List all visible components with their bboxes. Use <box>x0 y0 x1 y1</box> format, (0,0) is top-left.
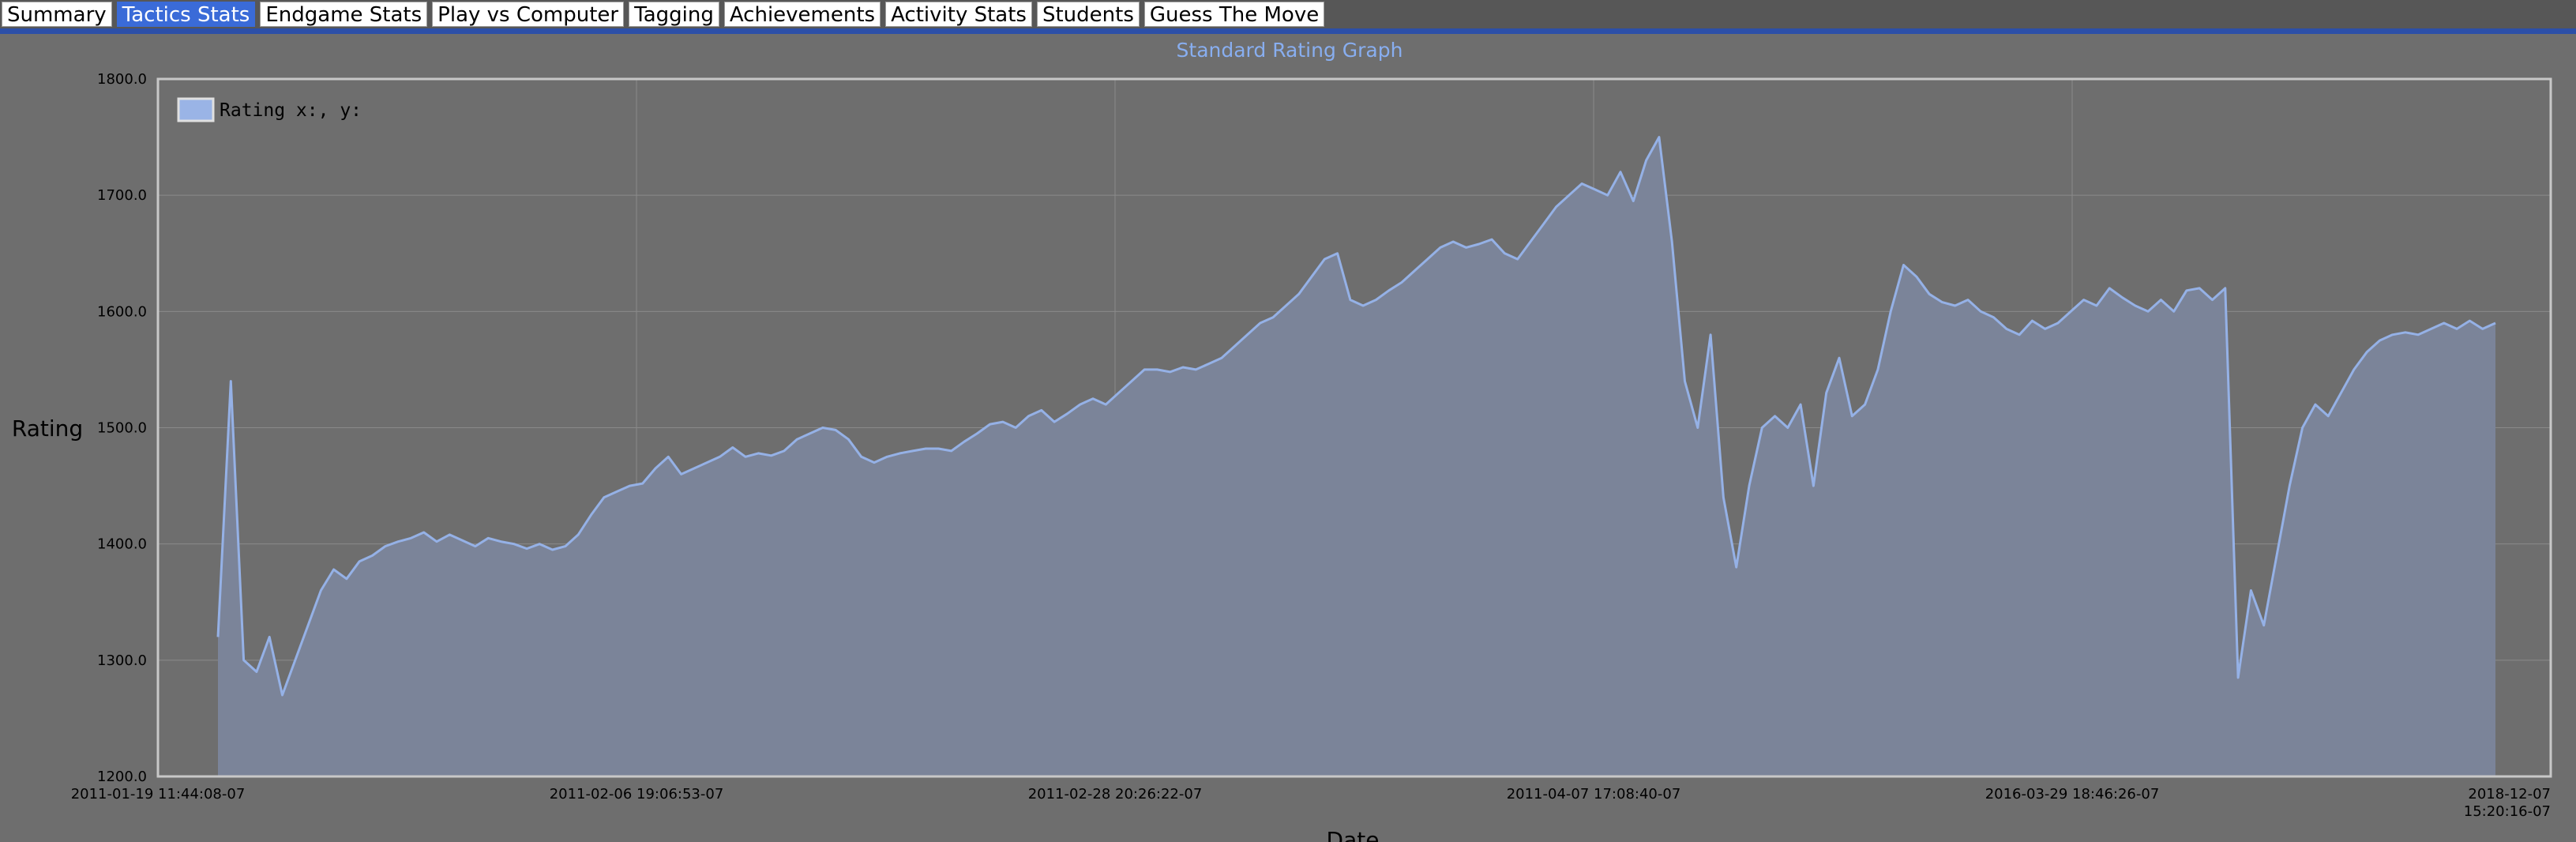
tab-tagging[interactable]: Tagging <box>629 2 719 27</box>
tab-endgame-stats[interactable]: Endgame Stats <box>260 2 428 27</box>
x-axis-label: Date <box>1327 827 1380 842</box>
legend-label: Rating x:, y: <box>220 100 362 121</box>
x-axis-ticks: 2011-01-19 11:44:08-07 2011-02-06 19:06:5… <box>71 786 2551 820</box>
y-tick-label: 1300.0 <box>97 652 147 669</box>
x-tick-label: 2011-04-07 17:08:40-07 <box>1507 786 1681 803</box>
chart-title: Standard Rating Graph <box>1177 39 1403 62</box>
tab-achievements[interactable]: Achievements <box>723 2 881 27</box>
y-tick-label: 1200.0 <box>97 769 147 785</box>
y-tick-label: 1500.0 <box>97 420 147 437</box>
rating-chart: Standard Rating Graph 1200.0 1300.0 1400.0… <box>0 34 2576 842</box>
y-tick-label: 1400.0 <box>97 536 147 553</box>
tab-bar-divider <box>0 28 2576 34</box>
tab-bar: Summary Tactics Stats Endgame Stats Play vs… <box>0 0 2576 28</box>
rating-area-fill <box>218 137 2495 777</box>
tab-guess-the-move[interactable]: Guess The Move <box>1143 2 1325 27</box>
x-tick-label: 2018-12-07 15:20:16-07 <box>2464 786 2551 820</box>
x-tick-label: 2011-02-28 20:26:22-07 <box>1028 786 1203 803</box>
x-tick-label: 2011-02-06 19:06:53-07 <box>550 786 724 803</box>
y-tick-label: 1600.0 <box>97 303 147 320</box>
tab-students[interactable]: Students <box>1036 2 1140 27</box>
tab-play-vs-computer[interactable]: Play vs Computer <box>432 2 625 27</box>
tab-tactics-stats[interactable]: Tactics Stats <box>116 2 256 27</box>
legend: Rating x:, y: <box>177 97 362 122</box>
tab-activity-stats[interactable]: Activity Stats <box>885 2 1032 27</box>
tab-summary[interactable]: Summary <box>2 2 112 27</box>
y-axis-label: Rating <box>12 415 83 442</box>
plot-frame <box>156 77 2552 778</box>
x-tick-label: 2011-01-19 11:44:08-07 <box>71 786 246 803</box>
x-tick-label: 2016-03-29 18:46:26-07 <box>1985 786 2160 803</box>
rating-chart-svg: Standard Rating Graph 1200.0 1300.0 1400.0… <box>12 39 2552 842</box>
legend-swatch <box>177 97 215 122</box>
y-tick-label: 1700.0 <box>97 187 147 204</box>
y-axis-ticks: 1200.0 1300.0 1400.0 1500.0 1600.0 1700.0 1800… <box>97 71 147 785</box>
rating-series-line <box>216 136 2496 697</box>
y-tick-label: 1800.0 <box>97 71 147 88</box>
